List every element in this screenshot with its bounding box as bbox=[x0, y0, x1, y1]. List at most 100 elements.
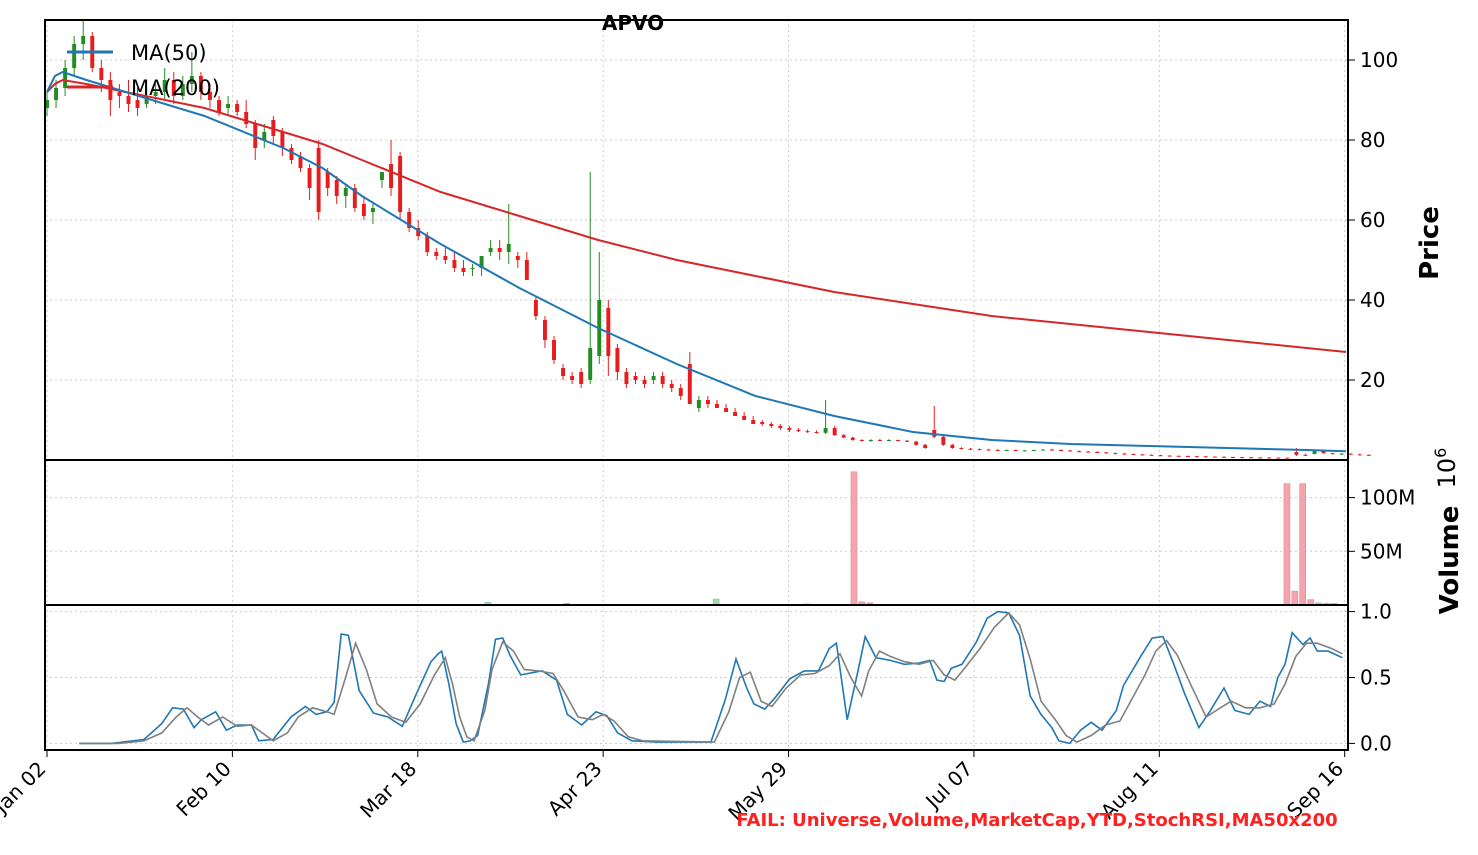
candle-body bbox=[1185, 456, 1190, 457]
candle bbox=[1185, 455, 1190, 457]
candle-body bbox=[1267, 457, 1272, 459]
candle-body bbox=[570, 376, 575, 380]
candle-body bbox=[1348, 453, 1353, 455]
candle-body bbox=[425, 236, 430, 252]
candle bbox=[407, 208, 412, 232]
candle bbox=[1339, 453, 1344, 455]
candle-body bbox=[687, 364, 692, 404]
candle-body bbox=[696, 400, 701, 408]
candle bbox=[651, 372, 656, 384]
candle-body bbox=[72, 44, 77, 68]
candle-body bbox=[99, 68, 104, 80]
candle-body bbox=[715, 404, 719, 408]
candle-body bbox=[461, 268, 466, 272]
candle-body bbox=[660, 376, 665, 384]
candle-body bbox=[868, 440, 873, 441]
legend-label-ma50: MA(50) bbox=[131, 41, 207, 65]
candle-body bbox=[823, 428, 828, 433]
candle bbox=[45, 92, 49, 116]
volume-bars bbox=[484, 471, 1338, 606]
candle-body bbox=[316, 148, 321, 212]
volume-tick-label: 50M bbox=[1360, 539, 1403, 563]
candle bbox=[1149, 454, 1154, 456]
candle bbox=[805, 429, 810, 433]
candle bbox=[687, 352, 692, 404]
candle-body bbox=[1149, 454, 1154, 456]
candle bbox=[126, 80, 131, 112]
candle-body bbox=[108, 80, 113, 100]
candle-body bbox=[1022, 450, 1027, 452]
candle bbox=[579, 368, 584, 388]
candle-body bbox=[769, 424, 774, 426]
candle-body bbox=[588, 348, 593, 380]
candle bbox=[380, 172, 384, 188]
price-tick-label: 40 bbox=[1360, 288, 1385, 312]
candle-body bbox=[1240, 457, 1245, 459]
volume-bar bbox=[1291, 590, 1299, 606]
candle bbox=[923, 444, 928, 449]
volume-scale-label: 106 bbox=[1431, 448, 1461, 489]
price-yticks: 20 40 60 80 100 bbox=[1348, 48, 1398, 392]
candle-body bbox=[217, 100, 221, 112]
candle bbox=[995, 449, 1000, 451]
candle bbox=[298, 152, 303, 172]
candle bbox=[896, 439, 901, 442]
candle-body bbox=[370, 208, 375, 212]
candle bbox=[1203, 456, 1208, 458]
price-panel: 20 40 60 80 100 APVO Price MA(50) MA(200) bbox=[44, 11, 1445, 461]
candle-body bbox=[678, 388, 683, 396]
volume-axis-label: Volume bbox=[1435, 506, 1465, 615]
candle-body bbox=[497, 248, 502, 252]
candle bbox=[1158, 454, 1163, 457]
candle-body bbox=[434, 252, 439, 256]
candle bbox=[488, 240, 493, 256]
candle bbox=[1366, 454, 1371, 456]
candle-body bbox=[552, 340, 556, 360]
candle bbox=[81, 20, 86, 60]
candle-body bbox=[361, 204, 366, 216]
candle-body bbox=[198, 76, 203, 92]
candle bbox=[615, 344, 620, 380]
candle-body bbox=[1194, 456, 1199, 458]
candle-body bbox=[135, 100, 140, 108]
candle-body bbox=[1231, 457, 1235, 458]
candle-body bbox=[1258, 457, 1263, 459]
candle-body bbox=[1276, 457, 1281, 459]
candle bbox=[1095, 451, 1100, 453]
price-tick-label: 20 bbox=[1360, 368, 1385, 392]
candle-body bbox=[235, 104, 240, 112]
candle-body bbox=[669, 384, 674, 388]
candle bbox=[452, 252, 457, 272]
stochrsi-d-line bbox=[79, 611, 1343, 745]
candles bbox=[45, 20, 1371, 459]
candle-body bbox=[1068, 450, 1073, 452]
candle bbox=[1104, 452, 1109, 454]
candle bbox=[54, 80, 59, 108]
candle-body bbox=[352, 188, 357, 208]
candle bbox=[1267, 457, 1272, 459]
stochrsi-yticks: 0.0 0.5 1.0 bbox=[1348, 600, 1392, 755]
candle bbox=[941, 436, 946, 446]
candle bbox=[162, 68, 167, 100]
candle-body bbox=[443, 256, 448, 260]
candle-body bbox=[1303, 454, 1308, 456]
candle-body bbox=[986, 449, 991, 451]
candle-body bbox=[887, 440, 891, 441]
candle-body bbox=[796, 430, 801, 432]
candle bbox=[506, 204, 511, 264]
status-fail-text: FAIL: Universe,Volume,MarketCap,YTD,Stoc… bbox=[736, 810, 1337, 831]
candle-body bbox=[524, 260, 529, 280]
candle-body bbox=[153, 92, 158, 96]
candle-body bbox=[1131, 454, 1136, 455]
candle bbox=[850, 436, 855, 441]
candle-body bbox=[923, 444, 928, 448]
x-tick-label: Jul 07 bbox=[920, 757, 978, 815]
candle-body bbox=[778, 426, 783, 428]
candle bbox=[959, 447, 964, 450]
candle-body bbox=[398, 156, 403, 212]
candle bbox=[642, 376, 647, 388]
volume-tick-label: 100M bbox=[1360, 486, 1415, 510]
candle bbox=[434, 248, 439, 260]
candle bbox=[1013, 449, 1018, 452]
price-frame bbox=[44, 19, 1349, 461]
